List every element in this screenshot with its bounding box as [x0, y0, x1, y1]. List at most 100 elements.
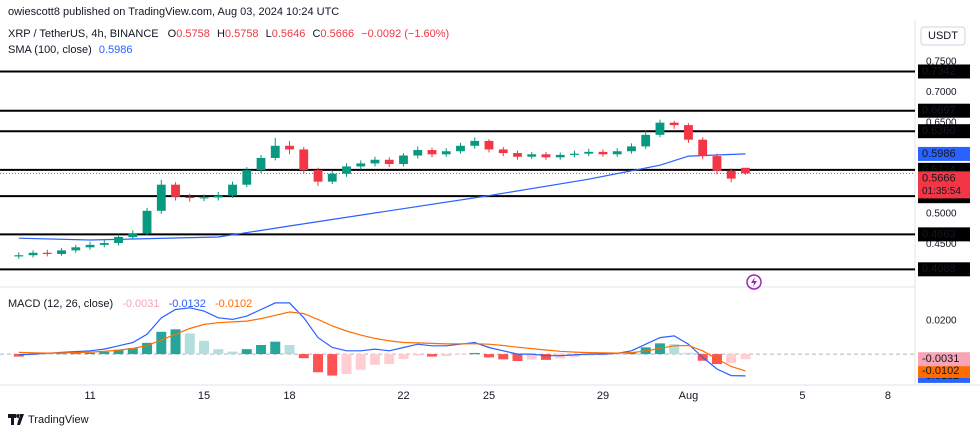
candle-body — [213, 195, 223, 198]
macd-label: -0.0031 — [922, 353, 959, 365]
candle-body — [726, 170, 736, 179]
ohlc-prefix: H — [217, 28, 225, 40]
candle-body — [598, 151, 608, 155]
candle-body — [28, 252, 38, 256]
candle-body — [698, 139, 708, 157]
y-tick-label: 0.7500 — [926, 57, 957, 68]
histogram-bar — [583, 354, 594, 356]
candle-body — [199, 197, 209, 199]
histogram-bar — [412, 354, 423, 356]
candle-body — [570, 153, 579, 155]
candle-body — [684, 125, 693, 140]
candle-body — [313, 170, 323, 182]
histogram-bar — [227, 351, 238, 355]
low-value: 0.5646 — [272, 28, 306, 40]
histogram-bar — [199, 340, 210, 355]
y-tick-label: 0.7000 — [926, 87, 957, 98]
histogram-bar — [469, 352, 480, 355]
candle-body — [14, 255, 24, 257]
macd-title: MACD (12, 26, close) — [8, 298, 113, 310]
candle-body — [256, 157, 266, 171]
histogram-bar — [526, 354, 537, 360]
histogram-bar — [327, 354, 338, 376]
candle-body — [399, 155, 408, 165]
x-tick-label: 5 — [799, 390, 805, 402]
histogram-bar — [142, 342, 153, 355]
histogram-bar — [441, 354, 452, 357]
currency[interactable]: USDT — [928, 30, 958, 42]
candle-body — [513, 153, 522, 157]
candle-body — [57, 250, 66, 254]
macd-line — [18, 311, 746, 372]
close-value: 0.5666 — [320, 28, 354, 40]
histogram-bar — [669, 344, 680, 355]
histogram-bar — [726, 354, 737, 364]
histogram-bar — [498, 354, 509, 360]
candle-body — [427, 150, 437, 155]
level-label-box — [918, 227, 970, 242]
symbol-legend: XRP / TetherUS, 4h, BINANCE O0.5758 H0.5… — [8, 28, 449, 40]
brand-logo — [8, 414, 24, 425]
x-tick-label: 25 — [483, 390, 495, 402]
candle-body — [370, 159, 380, 164]
candle-body — [541, 154, 551, 158]
candle-body — [612, 151, 622, 155]
ohlc-prefix: C — [312, 28, 320, 40]
macd-label: -0.0102 — [922, 365, 959, 377]
event-circle[interactable] — [746, 274, 762, 290]
histogram-bar — [85, 352, 96, 355]
candle-body — [85, 244, 95, 248]
histogram-bar — [683, 352, 694, 355]
event-icon[interactable] — [746, 274, 762, 290]
histogram-bar — [313, 354, 323, 373]
event-bolt[interactable] — [751, 277, 757, 287]
x-tick-label: 22 — [397, 390, 409, 402]
candle-body — [71, 247, 81, 251]
histogram-bar — [184, 333, 195, 355]
brand-name: TradingView — [28, 414, 89, 426]
signal-value: -0.0102 — [215, 298, 252, 310]
candle-body — [413, 150, 423, 156]
histogram-bar — [42, 354, 53, 355]
candle-body — [171, 184, 180, 197]
x-tick-label: 8 — [885, 390, 891, 402]
open-value: 0.5758 — [176, 28, 210, 40]
sma-label: 0.5986 — [922, 148, 956, 160]
sma-line — [18, 153, 746, 241]
histogram-bar — [13, 354, 24, 357]
level-label-box — [918, 124, 970, 139]
histogram-bar — [99, 351, 110, 355]
histogram-bar — [398, 354, 409, 360]
y-tick-label: 0.6500 — [926, 117, 957, 128]
hist-value: -0.0031 — [122, 298, 159, 310]
candle-body — [342, 166, 351, 174]
candle-body — [356, 163, 366, 167]
candle-body — [456, 145, 465, 152]
macd-legend: MACD (12, 26, close) -0.0031 -0.0132 -0.… — [8, 298, 252, 310]
x-tick-label: 29 — [597, 390, 609, 402]
currency-button[interactable] — [920, 26, 966, 46]
level-label: 0.6697 — [922, 105, 956, 117]
x-tick-label: 15 — [198, 390, 210, 402]
level-label: 0.4088 — [922, 263, 956, 275]
histogram-bar — [284, 345, 295, 355]
histogram-bar — [241, 349, 252, 355]
candle-body — [142, 210, 152, 234]
histogram-bar — [540, 354, 551, 360]
candle-body — [327, 173, 337, 182]
histogram-bar — [70, 353, 81, 355]
publisher: owiescott8 published on TradingView.com,… — [8, 6, 339, 18]
x-tick-label: 11 — [84, 390, 95, 402]
candle-body — [128, 233, 138, 237]
high-value: 0.5758 — [225, 28, 259, 40]
histogram-bar — [256, 345, 267, 355]
candle-body — [555, 154, 565, 158]
histogram-bar — [270, 341, 281, 355]
x-tick-label: Aug — [679, 390, 699, 402]
candle-body — [441, 151, 451, 155]
y-tick-label: 0.4500 — [926, 239, 957, 250]
x-tick-label: 18 — [283, 390, 295, 402]
histogram-bar — [156, 331, 167, 355]
